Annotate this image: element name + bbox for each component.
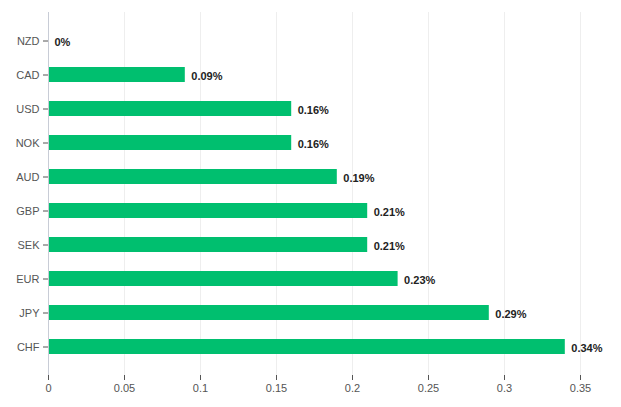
svg-text:USD: USD [16, 103, 39, 115]
svg-text:0.05: 0.05 [114, 382, 135, 394]
svg-text:0.09%: 0.09% [191, 70, 222, 82]
svg-text:0%: 0% [55, 36, 71, 48]
svg-text:0.34%: 0.34% [571, 342, 602, 354]
svg-text:0.15: 0.15 [266, 382, 287, 394]
svg-text:AUD: AUD [16, 171, 39, 183]
svg-text:0.19%: 0.19% [343, 172, 374, 184]
svg-text:0.3: 0.3 [497, 382, 512, 394]
svg-text:NZD: NZD [17, 35, 40, 47]
svg-text:0.21%: 0.21% [374, 240, 405, 252]
svg-text:0.16%: 0.16% [298, 104, 329, 116]
svg-text:0.21%: 0.21% [374, 206, 405, 218]
svg-text:0.35: 0.35 [570, 382, 591, 394]
svg-text:0.2: 0.2 [345, 382, 360, 394]
svg-text:EUR: EUR [16, 273, 39, 285]
svg-text:0.29%: 0.29% [495, 308, 526, 320]
svg-text:0.1: 0.1 [193, 382, 208, 394]
svg-text:GBP: GBP [16, 205, 39, 217]
svg-text:NOK: NOK [16, 137, 41, 149]
svg-text:0.23%: 0.23% [404, 274, 435, 286]
svg-text:CAD: CAD [16, 69, 39, 81]
svg-text:0.16%: 0.16% [298, 138, 329, 150]
svg-text:0: 0 [45, 382, 51, 394]
svg-text:CHF: CHF [17, 341, 40, 353]
svg-text:SEK: SEK [17, 239, 40, 251]
svg-text:JPY: JPY [19, 307, 40, 319]
svg-text:0.25: 0.25 [418, 382, 439, 394]
